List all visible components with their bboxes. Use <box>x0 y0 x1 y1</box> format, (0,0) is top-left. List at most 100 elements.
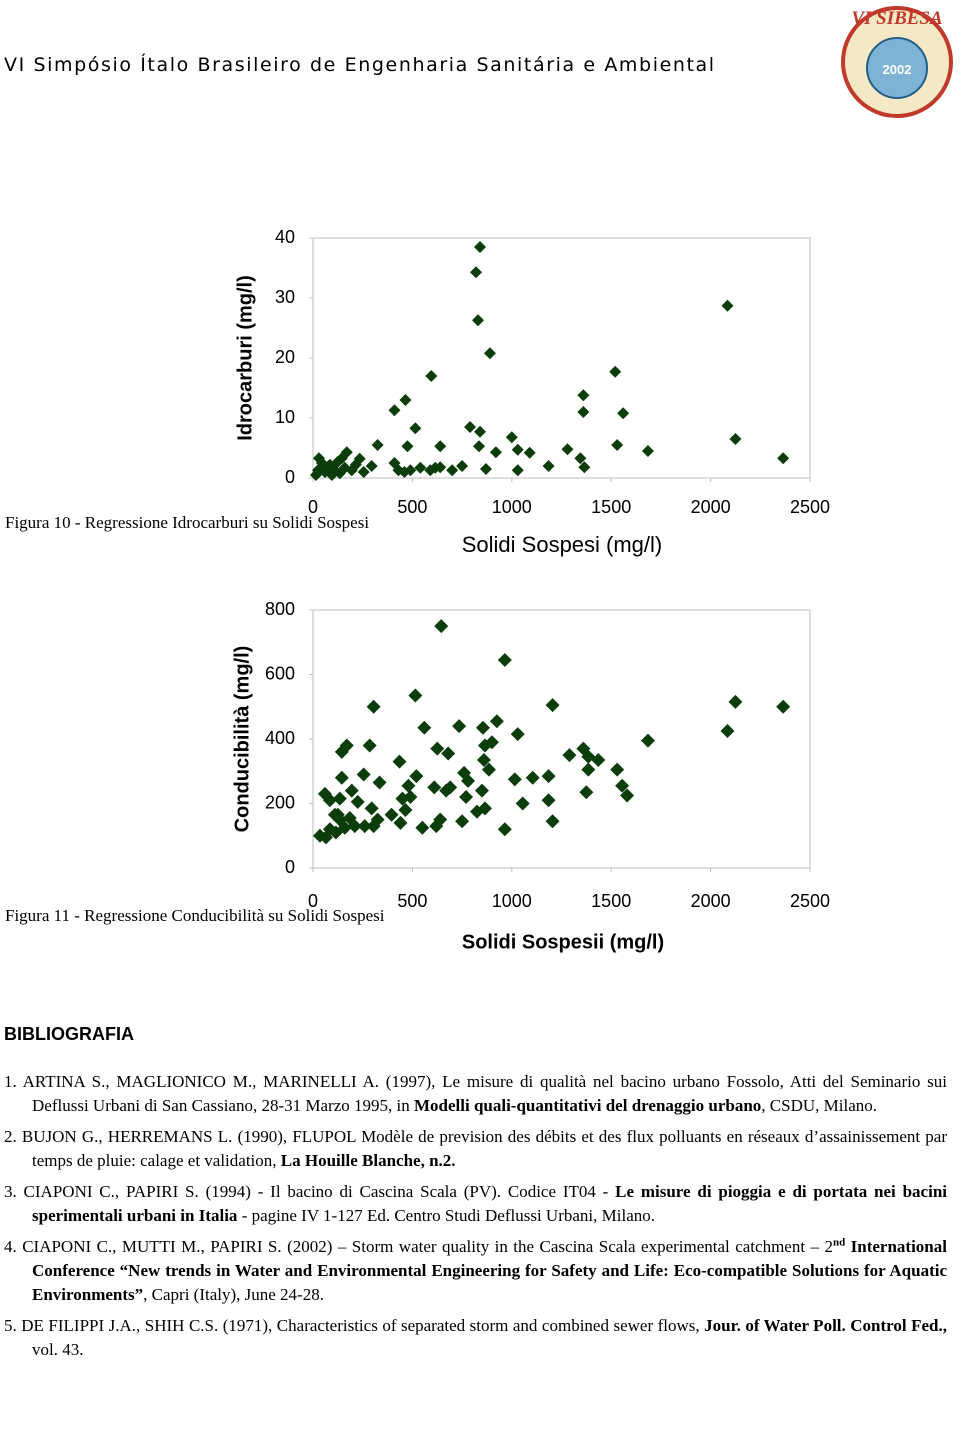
data-point <box>461 773 476 788</box>
data-point <box>362 738 377 753</box>
data-point <box>459 790 474 805</box>
plot-frame <box>312 609 811 869</box>
data-point <box>481 762 496 777</box>
data-point <box>338 461 351 474</box>
reference-text: 5. DE FILIPPI J.A., SHIH C.S. (1971), Ch… <box>4 1316 705 1335</box>
reference: 4. CIAPONI C., MUTTI M., PAPIRI S. (2002… <box>4 1235 947 1307</box>
y-axis-title: Conducibilità (mg/l) <box>231 646 253 833</box>
data-point <box>371 439 384 451</box>
data-point <box>721 299 734 312</box>
bibliography: 1. ARTINA S., MAGLIONICO M., MARINELLI A… <box>4 1070 947 1369</box>
data-point <box>399 394 412 406</box>
data-point <box>312 452 325 465</box>
x-tick-label: 1500 <box>591 497 631 517</box>
data-point <box>425 370 438 382</box>
reference: 3. CIAPONI C., PAPIRI S. (1994) - Il bac… <box>4 1180 947 1228</box>
reference-text: 3. CIAPONI C., PAPIRI S. (1994) - Il bac… <box>4 1182 616 1201</box>
data-point <box>483 347 496 360</box>
data-point <box>473 241 486 253</box>
data-point <box>609 365 622 378</box>
data-point <box>398 802 413 817</box>
x-tick-label: 1000 <box>492 497 532 517</box>
data-point <box>401 440 414 453</box>
data-point <box>366 819 381 834</box>
reference-text: 2. BUJON G., HERREMANS L. (1990), FLUPOL… <box>4 1127 947 1170</box>
reference-text: nd <box>832 1236 846 1249</box>
x-tick-label: 2000 <box>691 891 731 911</box>
data-point <box>430 741 445 756</box>
data-point <box>356 767 371 782</box>
data-point <box>434 440 447 453</box>
reference-text: Le misure di pioggia e di portata nei ba… <box>32 1182 947 1225</box>
data-point <box>318 830 333 845</box>
x-tick-label: 500 <box>397 891 427 911</box>
data-point <box>409 422 422 435</box>
data-point <box>347 819 362 834</box>
data-point <box>372 775 387 790</box>
data-point <box>541 793 556 808</box>
data-point <box>640 733 655 748</box>
data-point <box>476 752 491 767</box>
bibliography-heading: BIBLIOGRAFIA <box>4 1024 134 1044</box>
reference-text: 1. ARTINA S., MAGLIONICO M., MARINELLI A… <box>4 1072 947 1115</box>
data-point <box>507 772 522 787</box>
data-point <box>720 723 735 738</box>
data-point <box>334 744 349 759</box>
data-point <box>393 815 408 830</box>
data-point <box>591 752 606 767</box>
data-point <box>484 735 499 750</box>
reference-text: - pagine IV 1-127 Ed. Centro Studi Deflu… <box>237 1206 655 1225</box>
data-point <box>479 463 492 475</box>
data-point <box>581 762 596 777</box>
data-point <box>497 652 512 667</box>
reference-text: , CSDU, Milano. <box>761 1096 877 1115</box>
y-tick-label: 10 <box>275 407 295 427</box>
data-point <box>475 720 490 735</box>
data-point <box>728 694 743 709</box>
data-point <box>409 769 424 784</box>
x-tick-label: 2500 <box>790 497 830 517</box>
data-point <box>353 452 366 465</box>
y-tick-label: 40 <box>275 227 295 247</box>
data-point <box>309 469 322 481</box>
data-point <box>357 466 370 478</box>
y-tick-label: 0 <box>285 467 295 487</box>
reference: 2. BUJON G., HERREMANS L. (1990), FLUPOL… <box>4 1125 947 1173</box>
data-point <box>464 421 477 433</box>
data-point <box>456 460 469 472</box>
data-point <box>414 461 427 474</box>
data-point <box>577 406 590 418</box>
data-point <box>561 443 574 456</box>
x-tick-label: 0 <box>308 891 318 911</box>
data-point <box>489 446 502 459</box>
data-point <box>470 266 483 279</box>
data-point <box>434 619 449 634</box>
data-point <box>777 452 790 465</box>
reference-text: Jour. of Water Poll. Control Fed., <box>704 1316 948 1335</box>
y-tick-label: 20 <box>275 347 295 367</box>
x-tick-label: 0 <box>308 497 318 517</box>
data-point <box>446 464 459 477</box>
data-point <box>497 822 512 837</box>
x-tick-label: 500 <box>397 497 427 517</box>
logo-title: VI SIBESA <box>851 8 942 29</box>
data-point <box>408 688 423 703</box>
data-point <box>365 460 378 472</box>
reference-text: Modelli quali-quantitativi del drenaggio… <box>413 1096 762 1115</box>
data-point <box>364 801 379 816</box>
x-axis-title: Solidi Sospesi (mg/l) <box>462 532 663 557</box>
reference-text: , Capri (Italy), June 24-28. <box>143 1285 324 1304</box>
data-point <box>452 719 467 734</box>
data-point <box>427 780 442 795</box>
data-point <box>332 791 347 806</box>
data-point <box>334 770 349 785</box>
y-tick-label: 600 <box>265 663 295 683</box>
data-point <box>615 778 630 793</box>
data-point <box>611 439 624 451</box>
data-point <box>541 769 556 784</box>
data-point <box>404 464 417 477</box>
reference-text: La Houille Blanche, n.2. <box>280 1151 456 1170</box>
data-point <box>350 794 365 809</box>
